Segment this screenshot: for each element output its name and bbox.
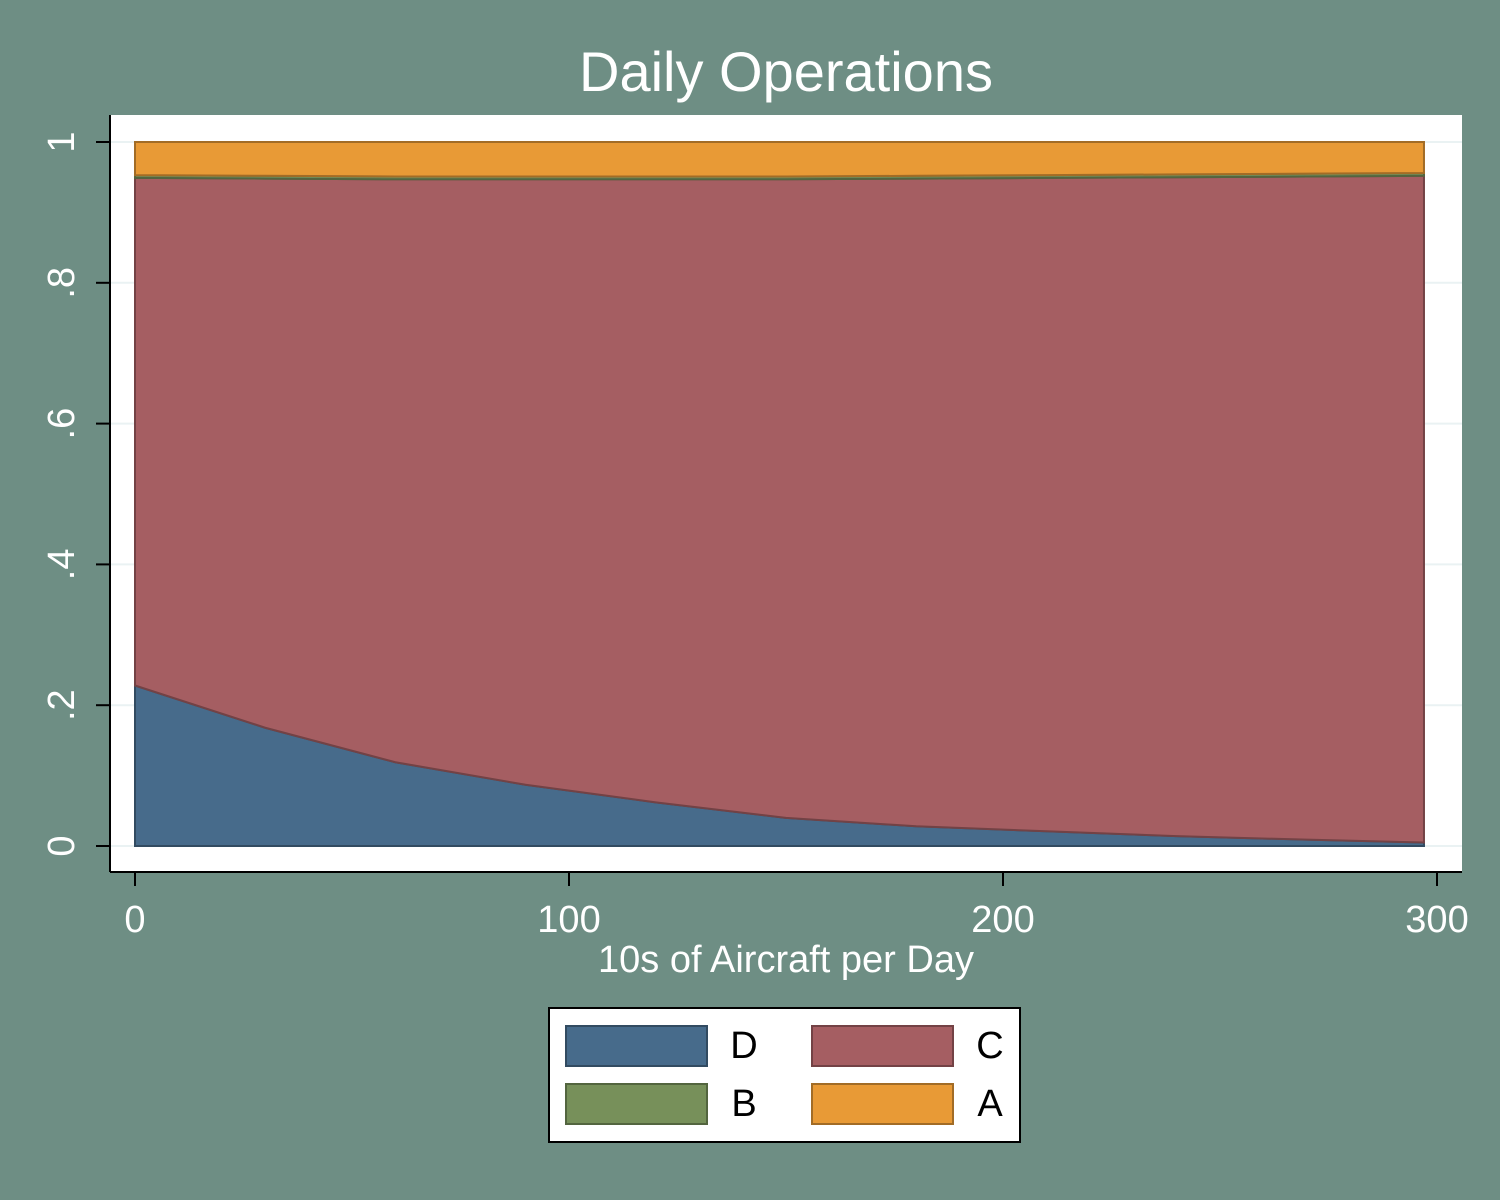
legend-label: C <box>976 1025 1003 1067</box>
x-axis-title: 10s of Aircraft per Day <box>598 939 974 981</box>
legend-swatch <box>811 1083 954 1125</box>
y-tick-label: .4 <box>41 549 83 581</box>
legend-label: B <box>731 1083 756 1125</box>
y-tick-label: .6 <box>41 408 83 440</box>
x-tick-label: 100 <box>537 899 600 941</box>
y-tick-label: .2 <box>41 689 83 721</box>
legend-swatch <box>565 1083 708 1125</box>
x-tick-label: 200 <box>971 899 1034 941</box>
x-tick-label: 300 <box>1405 899 1468 941</box>
area <box>134 174 1425 844</box>
x-tick-label: 0 <box>124 899 145 941</box>
y-tick-label: .8 <box>41 267 83 299</box>
legend-label: D <box>730 1025 757 1067</box>
legend-swatch <box>565 1025 708 1067</box>
legend-swatch <box>811 1025 954 1067</box>
chart-title: Daily Operations <box>579 40 993 103</box>
legend-label: A <box>977 1083 1003 1125</box>
y-tick-label: 0 <box>41 835 83 856</box>
y-tick-label: 1 <box>41 131 83 152</box>
area <box>134 141 1425 178</box>
